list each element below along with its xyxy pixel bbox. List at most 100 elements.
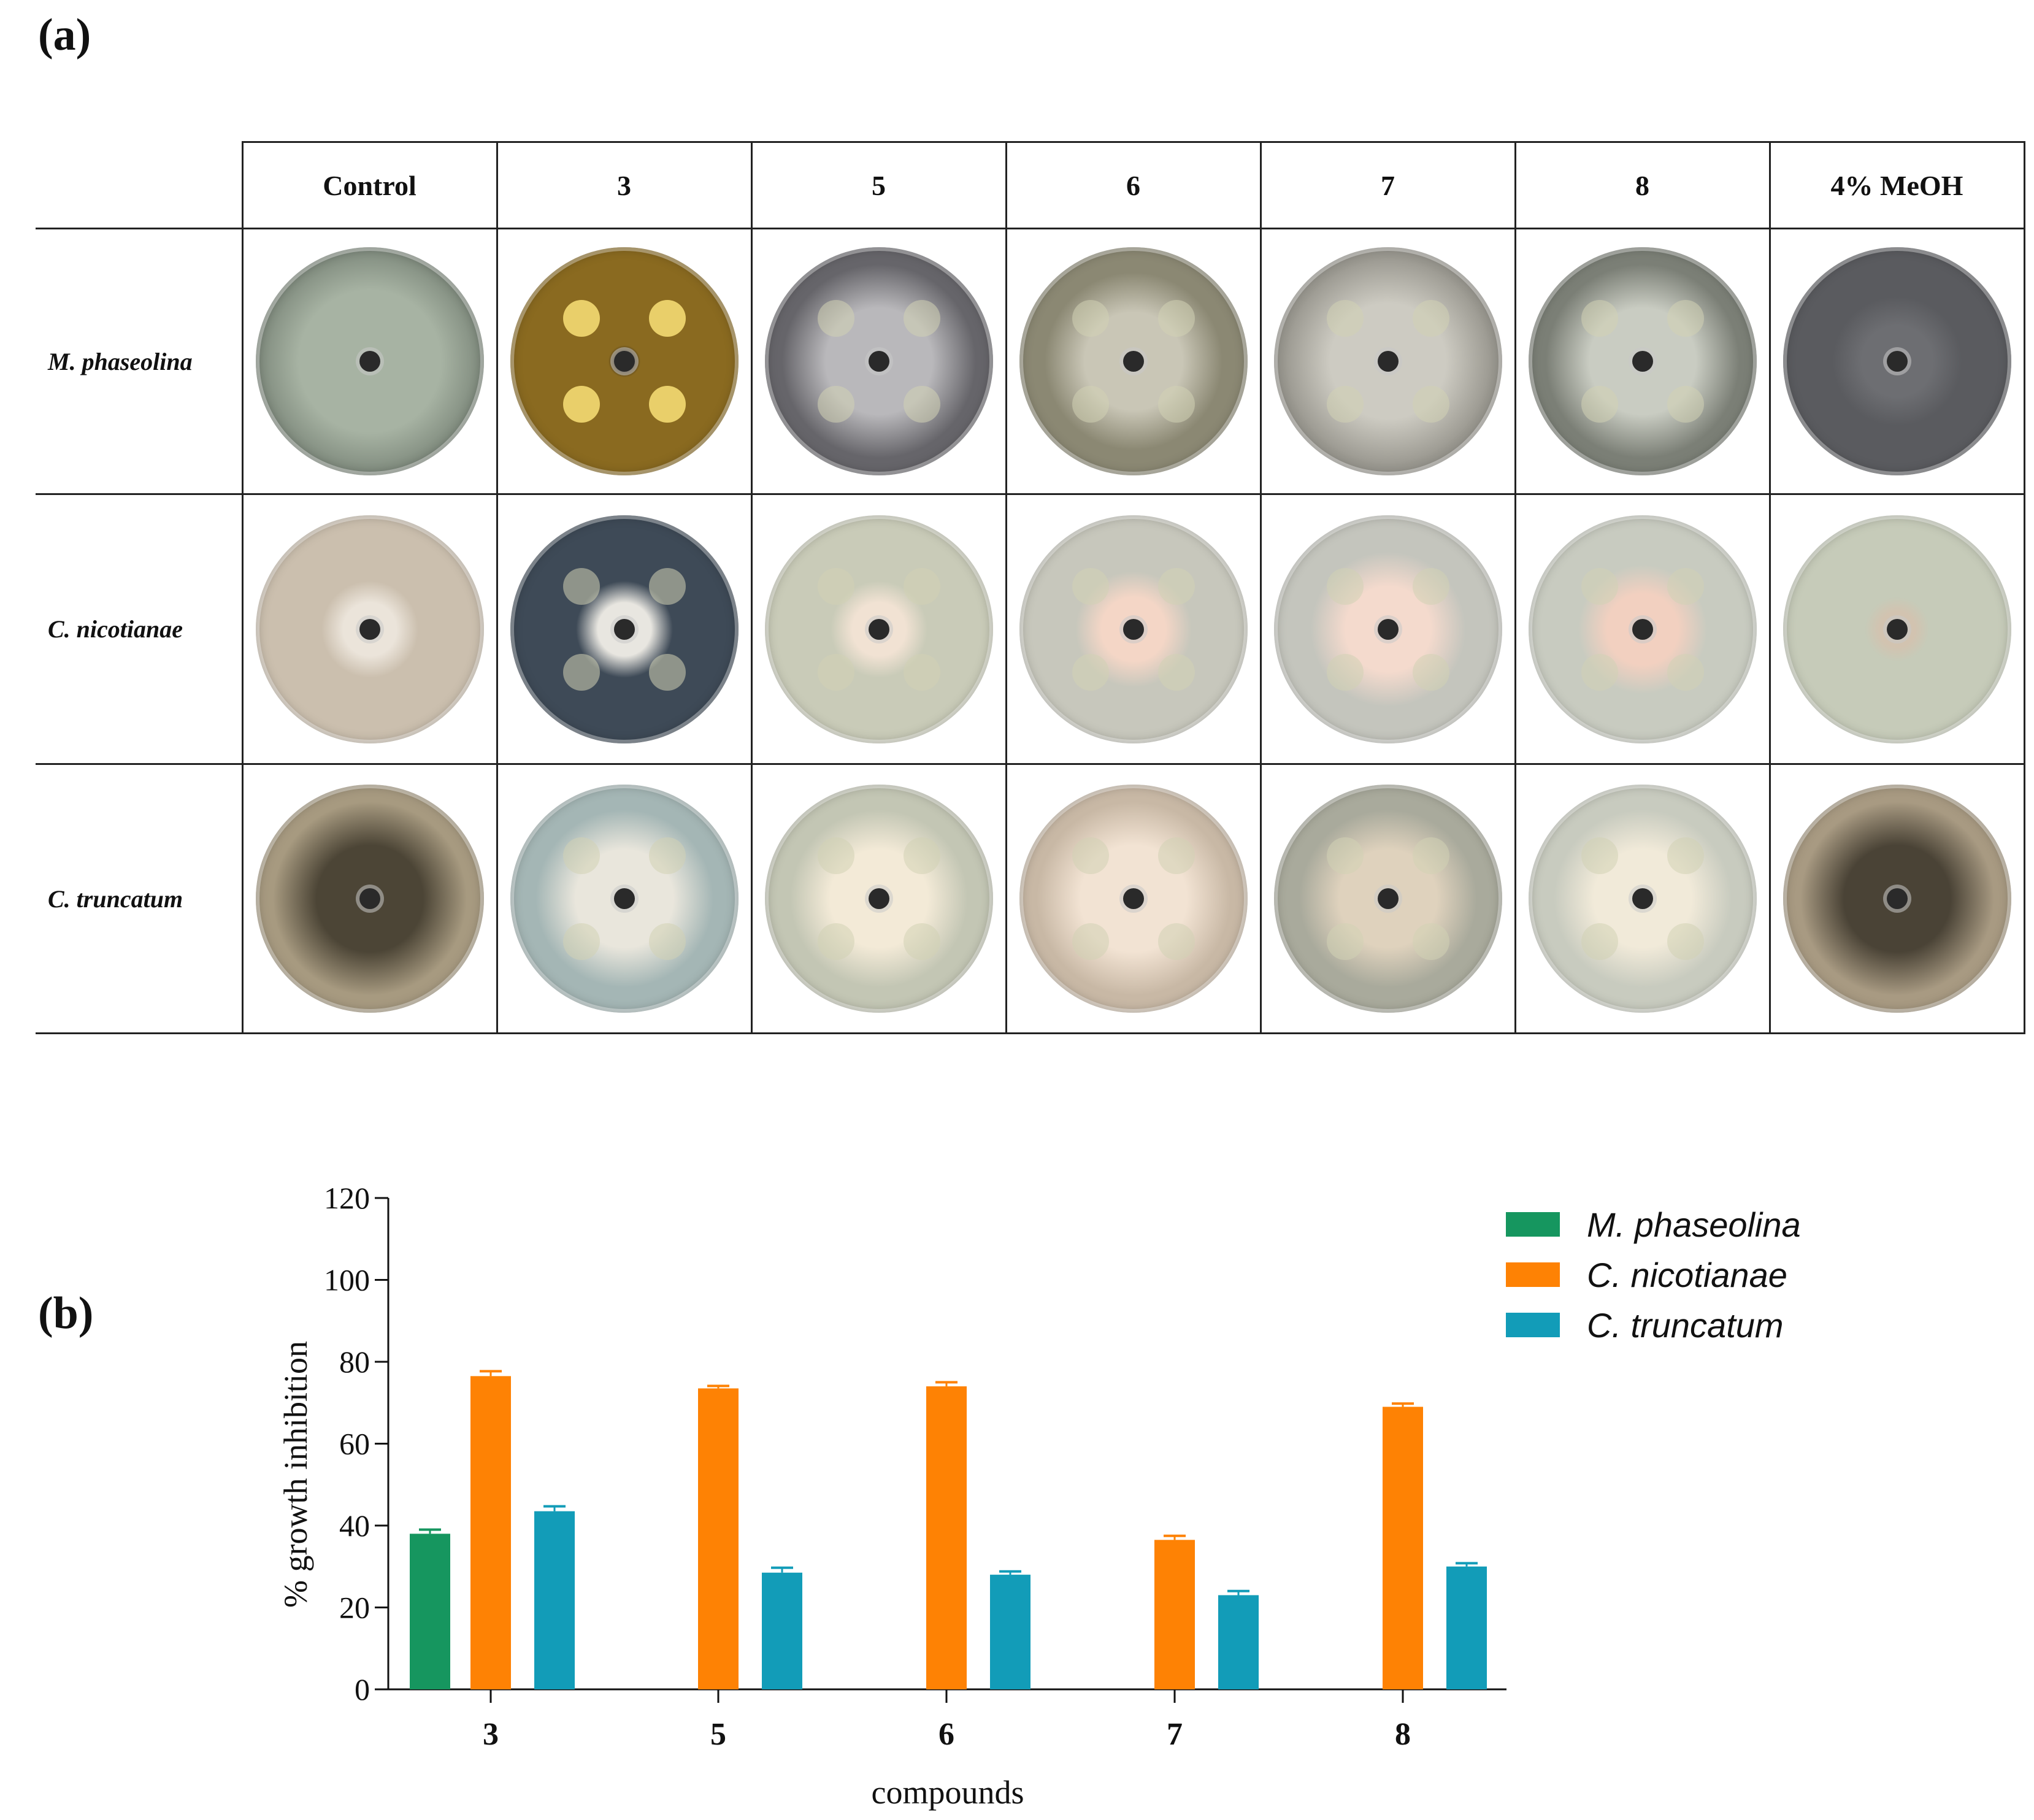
legend-swatch-c-nicotianae	[1506, 1262, 1560, 1287]
compound-well	[1072, 837, 1109, 874]
mycelial-plug	[359, 618, 380, 640]
row-label: M. phaseolina	[36, 228, 244, 495]
legend-entry: M. phaseolina	[1506, 1199, 1801, 1250]
compound-well	[648, 653, 686, 691]
compound-well	[1667, 653, 1704, 691]
compound-well	[817, 837, 854, 874]
compound-well	[1581, 300, 1618, 337]
col-header: 5	[750, 141, 1007, 229]
compound-well	[1667, 300, 1704, 337]
mycelial-plug	[1632, 351, 1653, 372]
x-axis-label: compounds	[872, 1774, 1024, 1811]
compound-well	[1326, 653, 1364, 691]
compound-well	[1072, 386, 1109, 423]
y-tick-label: 0	[355, 1672, 370, 1707]
y-tick-label: 120	[324, 1181, 370, 1215]
col-header: 6	[1005, 141, 1262, 229]
x-tick-label: 8	[1395, 1717, 1411, 1752]
mycelial-plug	[1377, 618, 1399, 640]
compound-well	[1072, 567, 1109, 605]
compound-well	[562, 653, 600, 691]
legend-label: C. truncatum	[1587, 1305, 1784, 1345]
mycelial-plug	[1123, 888, 1144, 909]
y-axis-label: % growth inhibition	[277, 1341, 314, 1608]
compound-well	[903, 386, 940, 423]
compound-well	[903, 837, 940, 874]
compound-well	[817, 386, 854, 423]
compound-well	[817, 653, 854, 691]
bar	[990, 1575, 1030, 1689]
petri-dish-image	[764, 247, 993, 475]
compound-well	[903, 300, 940, 337]
mycelial-plug	[613, 888, 635, 909]
petri-dish-image	[1273, 785, 1502, 1013]
petri-dish-image	[255, 247, 484, 475]
petri-dish-image	[510, 785, 739, 1013]
bar	[1446, 1566, 1487, 1689]
mycelial-plug	[1377, 888, 1399, 909]
compound-well	[1412, 923, 1449, 960]
petri-dish-image	[1019, 515, 1248, 743]
mycelial-plug	[1886, 618, 1908, 640]
compound-well	[1157, 837, 1195, 874]
compound-well	[1326, 567, 1364, 605]
compound-well	[1667, 837, 1704, 874]
compound-well	[1326, 386, 1364, 423]
petri-dish-image	[1783, 515, 2011, 743]
bar	[1154, 1540, 1195, 1689]
compound-well	[1326, 923, 1364, 960]
y-tick-label: 80	[339, 1345, 370, 1379]
compound-well	[562, 923, 600, 960]
col-header: 3	[496, 141, 753, 229]
legend-label: M. phaseolina	[1587, 1205, 1801, 1244]
plate-grid: Control 3 5 6 7 8 4% MeOH M. phaseolina …	[36, 141, 2025, 1034]
mycelial-plug	[1377, 351, 1399, 372]
y-tick-label: 60	[339, 1427, 370, 1461]
petri-dish-image	[510, 247, 739, 475]
compound-well	[1667, 386, 1704, 423]
petri-dish-image	[1019, 247, 1248, 475]
mycelial-plug	[359, 351, 380, 372]
y-tick-label: 100	[324, 1263, 370, 1297]
petri-dish-image	[255, 785, 484, 1013]
petri-dish-image	[1528, 515, 1757, 743]
compound-well	[1581, 653, 1618, 691]
compound-well	[1072, 923, 1109, 960]
compound-well	[817, 923, 854, 960]
compound-well	[1072, 653, 1109, 691]
compound-well	[1412, 837, 1449, 874]
compound-well	[1157, 386, 1195, 423]
mycelial-plug	[359, 888, 380, 909]
compound-well	[1581, 923, 1618, 960]
compound-well	[562, 837, 600, 874]
compound-well	[1326, 837, 1364, 874]
bar	[698, 1388, 739, 1689]
petri-dish-image	[1273, 515, 1502, 743]
bar	[1218, 1595, 1259, 1689]
compound-well	[903, 923, 940, 960]
mycelial-plug	[1886, 351, 1908, 372]
legend-swatch-m-phaseolina	[1506, 1212, 1560, 1237]
bar	[762, 1572, 802, 1689]
compound-well	[817, 567, 854, 605]
y-tick-label: 40	[339, 1508, 370, 1543]
petri-dish-image	[255, 515, 484, 743]
compound-well	[562, 386, 600, 423]
legend-swatch-c-truncatum	[1506, 1313, 1560, 1337]
legend-label: C. nicotianae	[1587, 1255, 1787, 1294]
x-tick-label: 7	[1167, 1717, 1183, 1752]
compound-well	[1412, 300, 1449, 337]
col-header: 4% MeOH	[1768, 141, 2025, 229]
petri-dish-image	[764, 515, 993, 743]
compound-well	[1412, 567, 1449, 605]
panel-label-a: (a)	[38, 10, 91, 60]
petri-dish-image	[1783, 247, 2011, 475]
bar	[1383, 1407, 1423, 1689]
legend-entry: C. truncatum	[1506, 1300, 1801, 1350]
x-tick-label: 3	[483, 1717, 499, 1752]
chart-legend: M. phaseolina C. nicotianae C. truncatum	[1506, 1199, 1801, 1350]
compound-well	[1412, 386, 1449, 423]
mycelial-plug	[868, 618, 889, 640]
mycelial-plug	[1632, 888, 1653, 909]
